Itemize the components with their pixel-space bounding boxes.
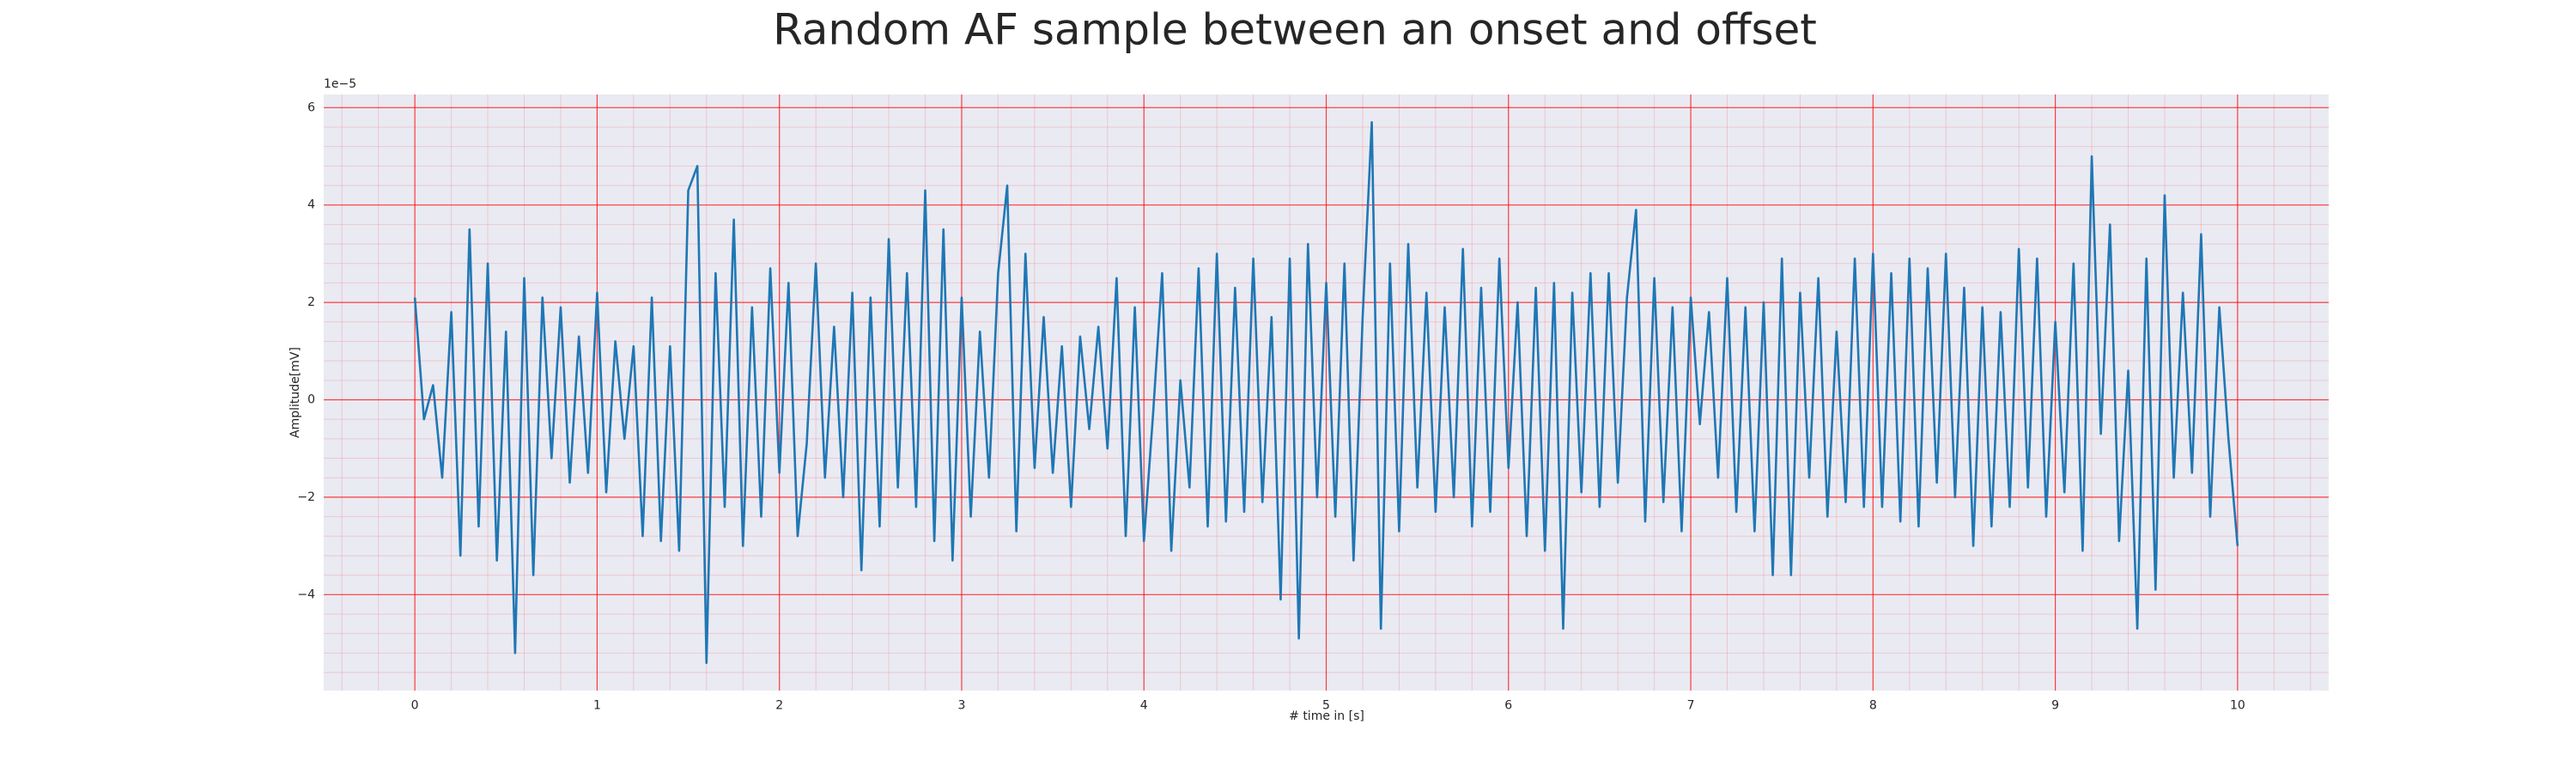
y-tick-label: 2 <box>307 295 315 309</box>
y-axis-label: Amplitude[mV] <box>289 347 302 438</box>
x-tick-label: 10 <box>2230 699 2245 713</box>
signal-line <box>413 121 2239 664</box>
x-tick-label: 9 <box>2051 699 2059 713</box>
y-tick-label: 0 <box>307 393 315 407</box>
y-tick-label: 6 <box>307 100 315 114</box>
grid <box>324 94 2329 691</box>
x-tick-label: 4 <box>1140 699 1148 713</box>
y-offset-label: 1e−5 <box>324 77 356 91</box>
x-tick-label: 1 <box>593 699 601 713</box>
y-tick-label: −4 <box>297 587 315 601</box>
x-tick-label: 7 <box>1687 699 1695 713</box>
y-tick-label: −2 <box>297 490 315 504</box>
x-tick-label: 0 <box>411 699 419 713</box>
y-tick-label: 4 <box>307 198 315 212</box>
x-tick-label: 6 <box>1504 699 1512 713</box>
x-tick-label: 2 <box>775 699 783 713</box>
x-axis-label: # time in [s] <box>1289 709 1364 723</box>
x-tick-label: 3 <box>957 699 965 713</box>
chart-title: Random AF sample between an onset and of… <box>773 5 1817 55</box>
x-tick-label: 8 <box>1869 699 1877 713</box>
x-tick-label: 5 <box>1322 699 1330 713</box>
